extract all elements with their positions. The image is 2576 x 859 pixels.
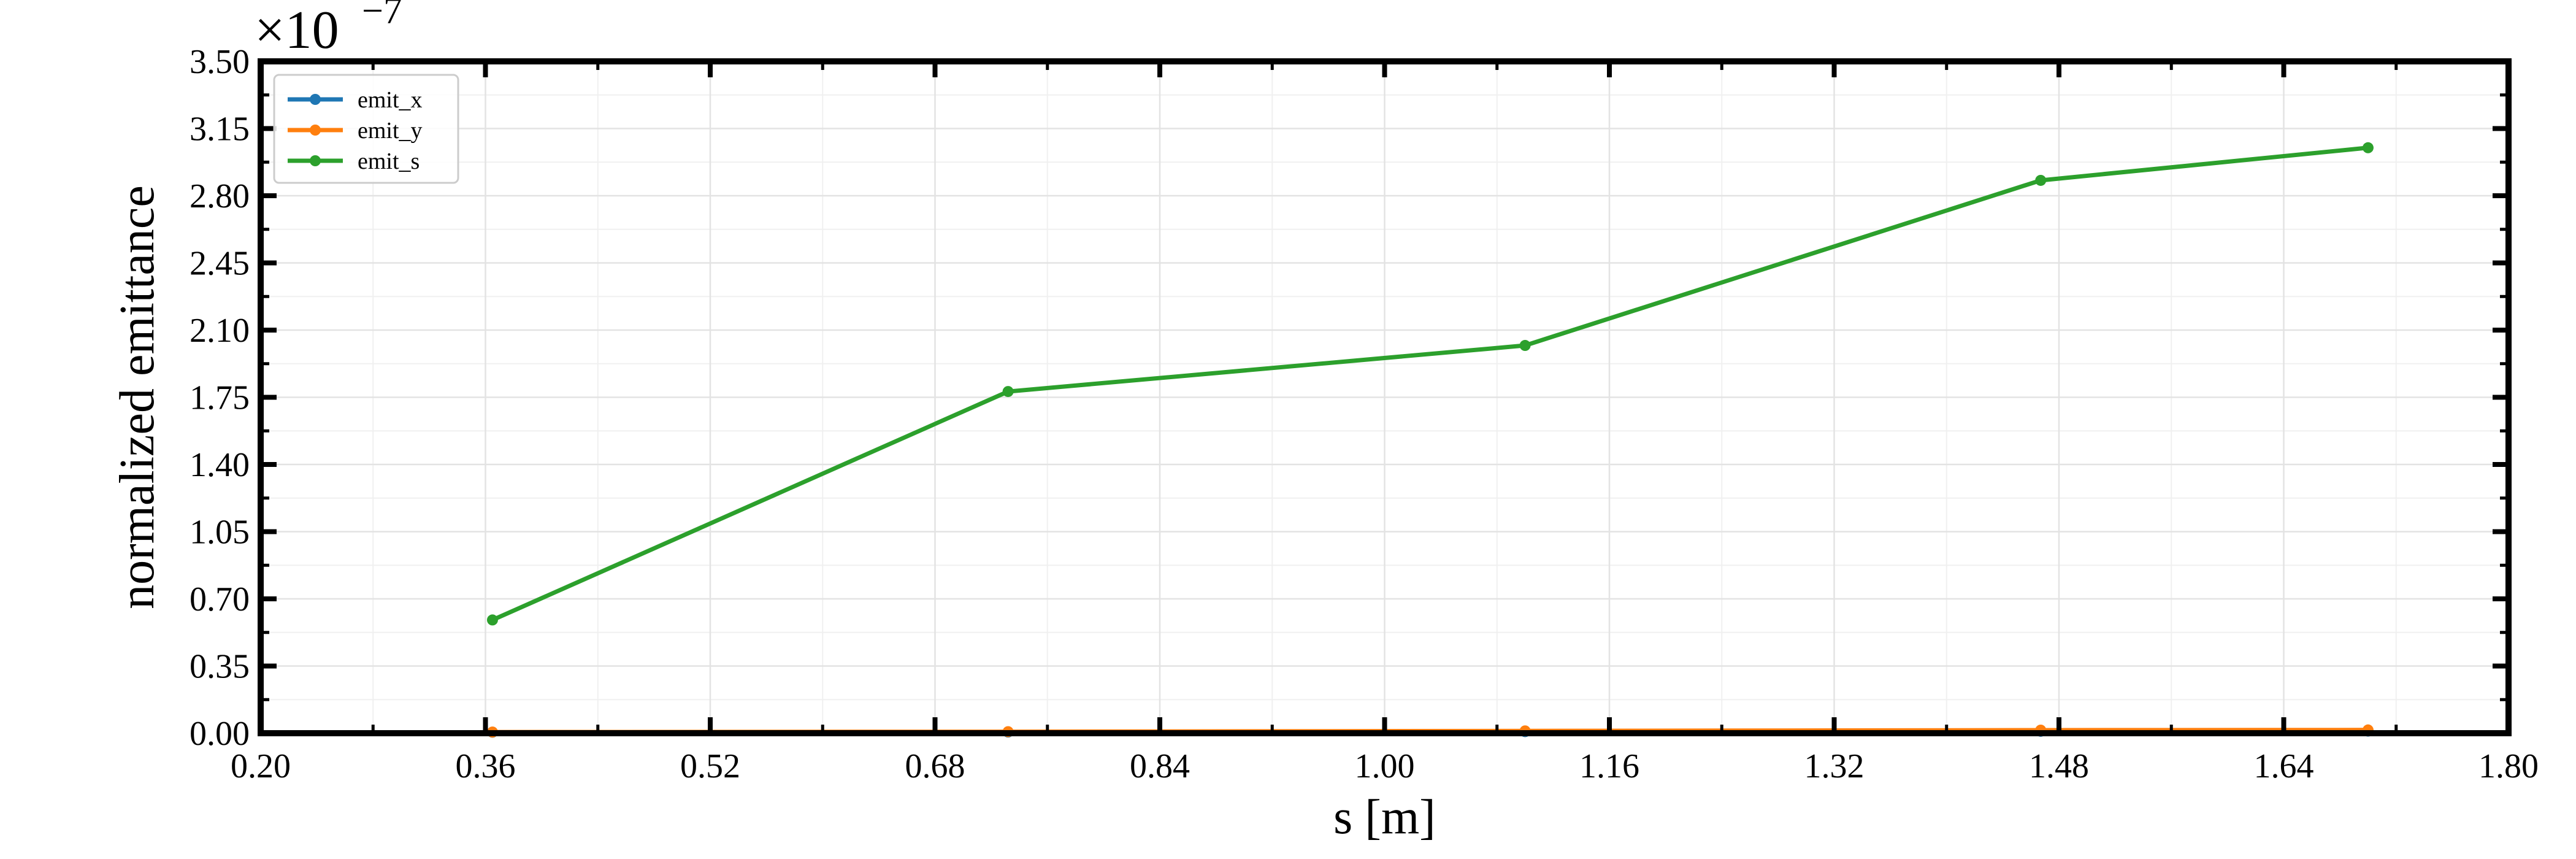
x-tick-label: 0.20 [231, 747, 291, 785]
data-point [1002, 386, 1014, 398]
legend-label: emit_y [358, 118, 423, 144]
legend-label: emit_s [358, 148, 420, 174]
x-tick-label: 0.68 [905, 747, 965, 785]
x-tick-label: 1.16 [1579, 747, 1639, 785]
y-tick-label: 1.40 [190, 446, 250, 484]
y-tick-label: 0.70 [190, 580, 250, 618]
y-scale-base: ×10 [255, 1, 339, 60]
y-tick-label: 3.50 [190, 43, 250, 81]
legend-item: emit_y [288, 118, 423, 144]
data-point [1519, 340, 1531, 352]
series-emit-s [486, 142, 2374, 626]
x-tick-label: 1.48 [2029, 747, 2089, 785]
data-point [486, 614, 498, 626]
x-tick-label: 1.00 [1355, 747, 1415, 785]
legend-label: emit_x [358, 87, 423, 113]
x-tick-label: 1.32 [1804, 747, 1865, 785]
legend-swatch-marker [310, 125, 321, 136]
y-tick-label: 1.75 [190, 379, 250, 417]
x-tick-label: 0.36 [456, 747, 516, 785]
legend-swatch-marker [310, 155, 321, 166]
x-tick-label: 1.64 [2254, 747, 2314, 785]
y-scale-multiplier: ×10 −7 [255, 0, 402, 60]
y-axis-label: normalized emittance [110, 185, 164, 609]
legend-swatch-marker [310, 94, 321, 105]
grid [259, 60, 2510, 734]
legend-item: emit_x [288, 87, 423, 113]
x-axis-label: s [m] [1333, 790, 1436, 844]
plot-frame [258, 58, 2512, 736]
y-tick-label: 2.80 [190, 177, 250, 215]
series-line [491, 145, 2369, 622]
tick-labels: 0.20 0.36 0.52 0.68 0.84 1.00 1.16 1.32 1.48 1.64… [190, 43, 2539, 785]
y-tick-label: 0.35 [190, 648, 250, 686]
legend: emit_x emit_y emit_s [273, 74, 459, 184]
y-tick-label: 1.05 [190, 514, 250, 552]
y-tick-label: 2.45 [190, 245, 250, 283]
y-tick-label: 3.15 [190, 110, 250, 148]
y-tick-label: 2.10 [190, 312, 250, 350]
series-layer [486, 142, 2374, 738]
y-scale-exponent: −7 [362, 0, 402, 32]
data-point [2035, 174, 2047, 186]
x-tick-label: 0.84 [1130, 747, 1190, 785]
data-point [2362, 142, 2374, 153]
legend-item: emit_s [288, 148, 420, 174]
x-tick-label: 1.80 [2478, 747, 2539, 785]
x-tick-label: 0.52 [680, 747, 740, 785]
y-tick-label: 0.00 [190, 715, 250, 753]
